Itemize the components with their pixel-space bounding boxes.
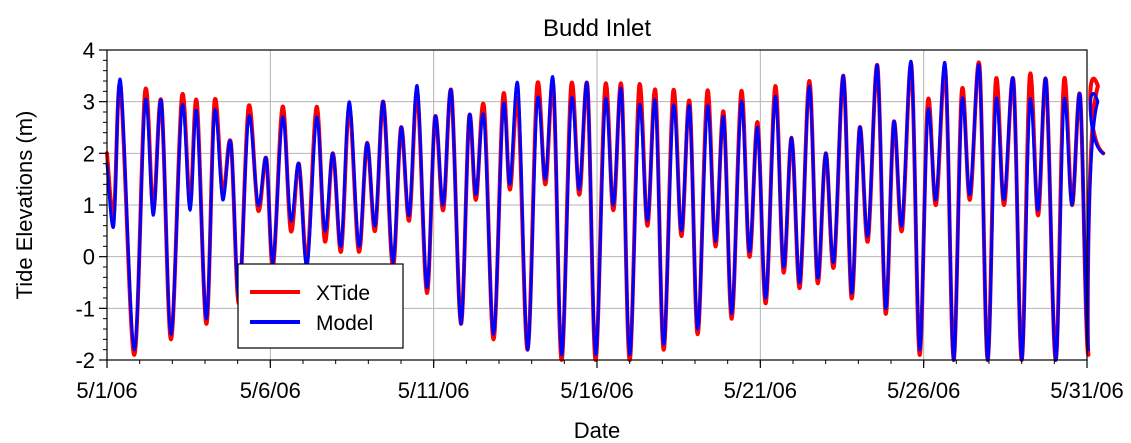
series-line-model	[105, 59, 1105, 362]
x-axis-label: Date	[574, 418, 620, 443]
y-tick-label: 4	[83, 38, 95, 63]
x-tick-label: 5/16/06	[560, 378, 633, 403]
chart-title: Budd Inlet	[543, 15, 651, 42]
legend-label-xtide: XTide	[316, 282, 370, 305]
legend: XTide Model	[237, 263, 404, 349]
y-tick-label: 1	[83, 193, 95, 218]
y-tick-label: 0	[83, 245, 95, 270]
y-tick-label: -2	[75, 348, 95, 373]
axes: -2 -1 0 1 2 3 4 5/1/06 5/6/06 5/11/06 5/16/06 5/21/…	[75, 38, 1123, 403]
x-tick-label: 5/26/06	[887, 378, 960, 403]
y-tick-label: -1	[75, 296, 95, 321]
x-tick-label: 5/21/06	[724, 378, 797, 403]
legend-box	[237, 263, 404, 349]
y-axis-label: Tide Elevations (m)	[12, 111, 37, 300]
legend-label-model: Model	[316, 312, 373, 335]
x-tick-label: 5/1/06	[76, 378, 137, 403]
y-tick-label: 3	[83, 90, 95, 115]
x-tick-label: 5/31/06	[1050, 378, 1123, 403]
x-tick-label: 5/11/06	[398, 378, 470, 403]
y-tick-label: 2	[83, 141, 95, 166]
x-tick-label: 5/6/06	[240, 378, 301, 403]
